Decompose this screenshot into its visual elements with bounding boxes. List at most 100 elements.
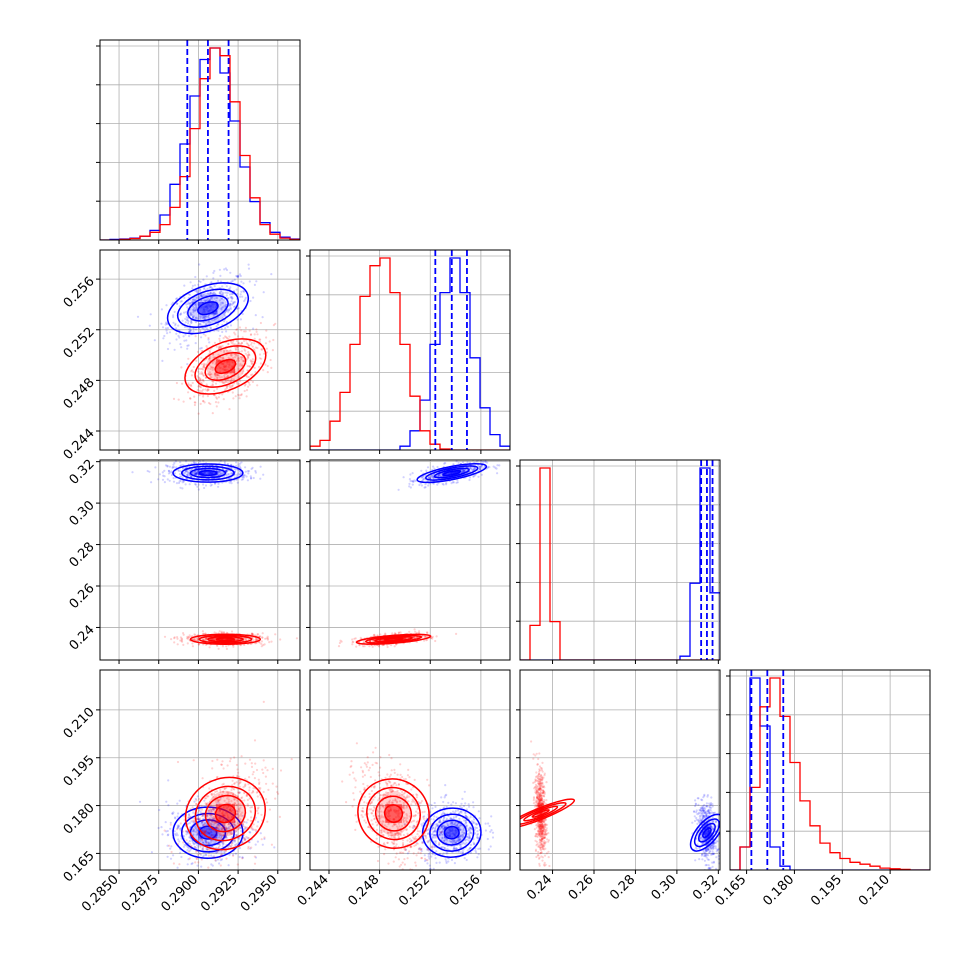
scatter-point xyxy=(240,478,243,481)
scatter-point xyxy=(372,640,375,643)
contour-level-3 xyxy=(198,634,253,644)
scatter-point xyxy=(158,473,161,476)
scatter-point xyxy=(263,836,266,839)
scatter-point xyxy=(208,299,211,302)
scatter-point xyxy=(229,306,232,309)
scatter-point xyxy=(166,855,169,858)
scatter-point xyxy=(266,820,269,823)
scatter-point xyxy=(190,862,193,866)
scatter-point xyxy=(237,463,240,466)
scatter-point xyxy=(219,837,222,840)
scatter-point xyxy=(203,638,206,641)
scatter-point xyxy=(202,364,205,367)
scatter-point xyxy=(205,847,208,850)
scatter-point xyxy=(192,829,195,832)
scatter-point xyxy=(198,838,202,841)
scatter-point xyxy=(202,293,205,296)
scatter-point xyxy=(212,820,215,823)
scatter-point xyxy=(241,823,244,826)
scatter-point xyxy=(247,357,250,360)
scatter-point xyxy=(436,483,439,486)
scatter-point xyxy=(206,389,209,392)
scatter-point xyxy=(192,833,195,836)
scatter-point xyxy=(196,638,199,641)
scatter-point xyxy=(220,834,223,837)
scatter-point xyxy=(180,639,183,642)
scatter-point xyxy=(238,782,241,785)
scatter-point xyxy=(200,865,203,868)
scatter-point xyxy=(206,395,209,398)
scatter-red xyxy=(163,700,293,870)
scatter-point xyxy=(201,317,205,320)
scatter-point xyxy=(220,297,223,300)
scatter-point xyxy=(196,638,199,642)
scatter-point xyxy=(235,359,238,363)
scatter-point xyxy=(213,793,216,796)
histogram-red xyxy=(520,467,720,660)
scatter-point xyxy=(222,823,225,826)
scatter-point xyxy=(183,843,186,846)
scatter-point xyxy=(220,327,223,330)
scatter-point xyxy=(338,641,341,645)
scatter-point xyxy=(231,784,234,787)
scatter-point xyxy=(215,851,218,854)
scatter-point xyxy=(254,638,257,641)
scatter-point xyxy=(198,852,202,855)
scatter-point xyxy=(230,800,233,803)
scatter-point xyxy=(177,824,180,827)
scatter-point xyxy=(196,472,199,475)
contour-level-1 xyxy=(214,358,237,375)
scatter-point xyxy=(198,808,201,811)
scatter-point xyxy=(232,356,235,360)
scatter-point xyxy=(230,844,233,847)
scatter-point xyxy=(221,826,224,829)
scatter-point xyxy=(262,771,265,775)
scatter-point xyxy=(225,285,228,288)
scatter-point xyxy=(237,382,241,386)
scatter-point xyxy=(371,645,374,649)
scatter-point xyxy=(468,476,472,479)
scatter-point xyxy=(198,389,201,392)
scatter-point xyxy=(223,851,226,854)
scatter-point xyxy=(456,479,459,482)
scatter-point xyxy=(197,818,200,821)
scatter-point xyxy=(250,816,253,819)
scatter-point xyxy=(195,847,198,850)
scatter-point xyxy=(208,371,211,374)
scatter-point xyxy=(171,812,174,816)
scatter-point xyxy=(169,827,172,830)
scatter-point xyxy=(235,810,238,813)
scatter-point xyxy=(198,804,201,808)
scatter-point xyxy=(211,638,214,641)
scatter-point xyxy=(259,635,262,638)
scatter-point xyxy=(222,291,225,294)
scatter-point xyxy=(230,341,233,345)
scatter-point xyxy=(218,291,221,295)
scatter-point xyxy=(450,482,453,485)
scatter-point xyxy=(186,363,189,366)
scatter-point xyxy=(206,831,210,835)
scatter-point xyxy=(482,460,485,463)
scatter-point xyxy=(183,339,186,342)
scatter-point xyxy=(227,822,231,825)
scatter-point xyxy=(226,374,230,377)
scatter-point xyxy=(227,826,230,829)
scatter-point xyxy=(461,470,464,473)
scatter-point xyxy=(265,637,268,640)
scatter-point xyxy=(232,302,235,305)
scatter-point xyxy=(233,798,236,801)
scatter-point xyxy=(197,832,200,836)
scatter-point xyxy=(434,639,437,643)
scatter-point xyxy=(461,469,464,472)
scatter-point xyxy=(230,353,233,356)
scatter-point xyxy=(170,850,173,854)
scatter-point xyxy=(176,825,180,828)
scatter-point xyxy=(251,773,254,776)
scatter-point xyxy=(195,306,198,309)
scatter-point xyxy=(411,483,414,486)
scatter-point xyxy=(196,291,199,294)
scatter-point xyxy=(479,467,482,471)
scatter-point xyxy=(222,337,225,340)
scatter-point xyxy=(257,633,260,636)
scatter-point xyxy=(243,820,246,824)
